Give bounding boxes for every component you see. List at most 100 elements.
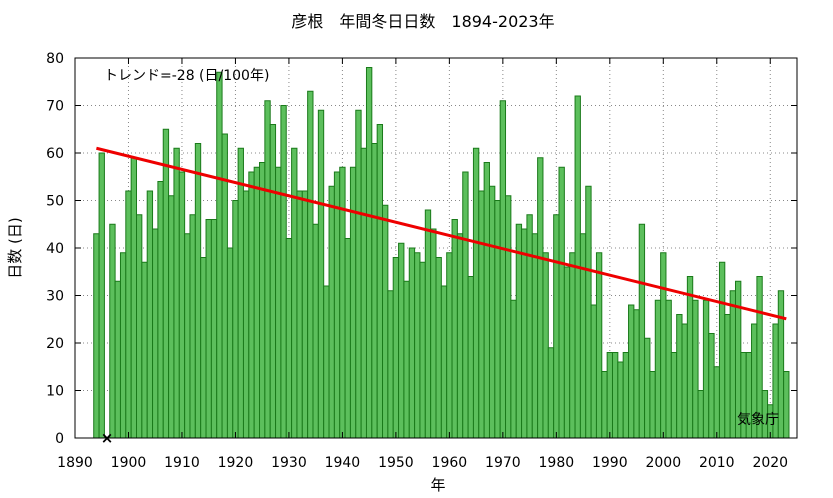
bar-1988 [595, 252, 603, 439]
bar-1971 [505, 195, 512, 439]
bar-1916 [210, 219, 218, 439]
bar-1923 [248, 171, 255, 439]
missing-marker: × [101, 429, 114, 447]
bar-1955 [419, 261, 426, 439]
y-tick-label: 40 [46, 241, 64, 257]
bar-2022 [777, 290, 785, 439]
bar-2012 [724, 314, 731, 439]
bar-1904 [146, 190, 154, 439]
bar-1981 [558, 166, 565, 439]
bar-1902 [136, 214, 143, 439]
x-tick-label: 1920 [218, 455, 254, 471]
bar-1962 [456, 233, 464, 439]
bar-1928 [275, 166, 282, 439]
bar-1958 [435, 257, 442, 439]
bar-1912 [189, 214, 196, 439]
trend-line [96, 146, 787, 321]
bar-1894 [93, 233, 100, 439]
bar-1927 [269, 124, 277, 439]
bar-1905 [152, 228, 159, 439]
bar-1986 [585, 185, 592, 439]
x-tick-label: 1960 [432, 455, 468, 471]
bar-2004 [681, 323, 688, 439]
bar-1969 [494, 200, 501, 439]
x-tick-label: 2010 [699, 455, 735, 471]
y-tick-label: 80 [46, 51, 64, 67]
bar-1960 [446, 252, 453, 439]
bar-1979 [547, 347, 555, 439]
bar-2003 [676, 314, 683, 439]
bar-1945 [365, 67, 373, 439]
bar-2005 [686, 276, 694, 439]
chart-title: 彦根 年間冬日日数 1894-2023年 [291, 12, 554, 31]
y-tick-label: 60 [46, 146, 64, 162]
bar-2000 [660, 252, 667, 439]
x-tick-label: 1910 [164, 455, 200, 471]
bar-1987 [590, 304, 597, 439]
y-tick-label: 50 [46, 194, 64, 210]
bar-1934 [307, 90, 314, 439]
bar-1990 [606, 352, 613, 439]
bar-1907 [162, 128, 170, 439]
bar-1978 [542, 252, 549, 439]
bar-2002 [670, 352, 678, 439]
bar-1895 [98, 152, 105, 439]
bar-1944 [360, 147, 367, 439]
bar-1963 [462, 171, 469, 439]
x-tick-label: 1900 [111, 455, 147, 471]
bar-1933 [301, 190, 309, 439]
bar-1999 [654, 299, 662, 439]
bar-1911 [184, 233, 191, 439]
bar-1946 [371, 143, 378, 439]
credit-label: 気象庁 [737, 412, 779, 428]
y-tick-label: 30 [46, 289, 64, 305]
bar-1959 [440, 285, 448, 439]
bar-1935 [312, 223, 319, 439]
bar-1976 [531, 233, 539, 439]
bar-1921 [237, 147, 244, 439]
bar-1974 [521, 228, 528, 439]
bar-1906 [157, 181, 164, 439]
bars [93, 67, 790, 439]
bar-1972 [510, 299, 517, 439]
bar-1926 [264, 100, 271, 439]
bar-2013 [729, 290, 736, 439]
x-tick-label: 1980 [539, 455, 575, 471]
x-tick-label: 1940 [325, 455, 361, 471]
bar-1956 [424, 209, 432, 439]
bar-1930 [285, 238, 293, 439]
bar-1920 [232, 200, 239, 439]
bar-2001 [665, 299, 672, 439]
bar-1925 [259, 162, 266, 439]
bar-1948 [382, 204, 389, 439]
bar-1975 [526, 214, 533, 439]
bar-1917 [216, 71, 223, 439]
bar-1947 [376, 124, 384, 439]
x-tick-label: 1930 [271, 455, 307, 471]
bar-1919 [226, 247, 234, 439]
x-tick-label: 1970 [485, 455, 521, 471]
bar-1996 [638, 223, 646, 439]
bar-2008 [702, 299, 710, 439]
y-tick-label: 0 [55, 431, 64, 447]
bar-1910 [178, 171, 186, 439]
bar-1951 [398, 242, 405, 439]
bar-1968 [488, 185, 496, 439]
y-axis-label: 日数 (日) [6, 217, 24, 278]
bar-1903 [141, 261, 148, 439]
x-tick-label: 1890 [57, 455, 93, 471]
bar-1989 [601, 371, 608, 439]
bar-2023 [783, 371, 790, 439]
bar-1991 [611, 352, 619, 439]
bar-1897 [109, 223, 116, 439]
x-axis-label: 年 [430, 476, 445, 494]
bar-1995 [633, 309, 640, 439]
bar-2009 [708, 333, 715, 439]
x-tick-label: 1950 [378, 455, 414, 471]
bar-2007 [697, 390, 704, 439]
bar-1943 [355, 109, 362, 439]
bar-1941 [344, 238, 351, 439]
y-tick-label: 20 [46, 336, 64, 352]
bar-1957 [430, 228, 437, 439]
